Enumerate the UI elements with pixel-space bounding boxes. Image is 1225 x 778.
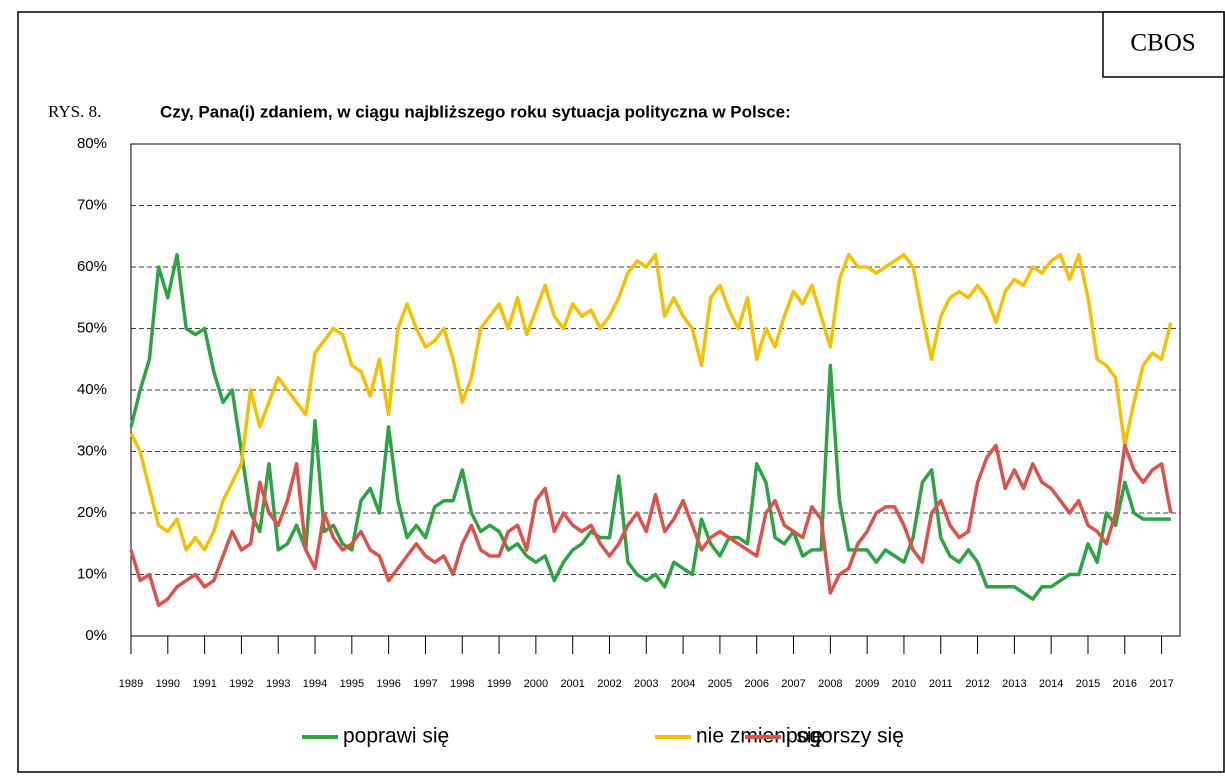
x-tick-label: 1990 <box>156 678 180 690</box>
x-tick-label: 1994 <box>303 678 327 690</box>
x-tick-label: 1995 <box>340 678 364 690</box>
x-tick-label: 1991 <box>192 678 216 690</box>
y-tick-label: 10% <box>77 565 107 582</box>
x-tick-label: 2016 <box>1113 678 1137 690</box>
x-tick-label: 2012 <box>965 678 989 690</box>
x-tick-label: 2017 <box>1149 678 1173 690</box>
frame <box>17 11 1225 773</box>
series-line <box>129 252 1173 552</box>
x-tick-label: 1992 <box>229 678 253 690</box>
legend-label: pogorszy się <box>786 725 904 748</box>
y-tick-label: 20% <box>77 504 107 521</box>
y-tick-label: 70% <box>77 196 107 213</box>
y-tick-label: 40% <box>77 381 107 398</box>
x-tick-label: 2013 <box>1002 678 1026 690</box>
x-tick-label: 2010 <box>892 678 916 690</box>
x-tick-label: 1998 <box>450 678 474 690</box>
x-tick-label: 2004 <box>671 678 695 690</box>
x-tick-label: 1993 <box>266 678 290 690</box>
x-tick-label: 2006 <box>744 678 768 690</box>
badge: CBOS <box>1130 30 1195 57</box>
series-line <box>129 443 1173 608</box>
chart-title: Czy, Pana(i) zdaniem, w ciągu najbliższe… <box>160 102 791 121</box>
figure-label: RYS. 8. <box>48 102 101 121</box>
x-tick-label: 2003 <box>634 678 658 690</box>
x-tick-label: 2008 <box>818 678 842 690</box>
badge-box <box>1102 11 1225 78</box>
plot-frame <box>130 143 1181 637</box>
x-tick-label: 2014 <box>1039 678 1063 690</box>
x-tick-label: 2001 <box>560 678 584 690</box>
x-tick-label: 2000 <box>524 678 548 690</box>
x-tick-label: 1999 <box>487 678 511 690</box>
y-tick-label: 60% <box>77 258 107 275</box>
x-tick-label: 1996 <box>376 678 400 690</box>
x-tick-label: 2011 <box>929 678 953 690</box>
x-tick-label: 2005 <box>708 678 732 690</box>
y-tick-label: 50% <box>77 319 107 336</box>
legend-label: poprawi się <box>343 725 449 748</box>
y-tick-label: 0% <box>85 627 107 644</box>
x-tick-label: 1989 <box>119 678 143 690</box>
x-tick-label: 1997 <box>413 678 437 690</box>
x-tick-label: 2002 <box>597 678 621 690</box>
x-tick-label: 2009 <box>855 678 879 690</box>
x-tick-label: 2015 <box>1076 678 1100 690</box>
y-tick-label: 30% <box>77 442 107 459</box>
series-line <box>129 252 1171 601</box>
x-tick-label: 2007 <box>781 678 805 690</box>
y-tick-label: 80% <box>77 135 107 152</box>
